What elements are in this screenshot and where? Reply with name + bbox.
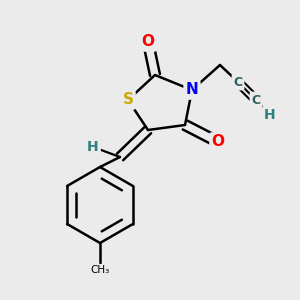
Text: N: N [186,82,198,98]
Text: C: C [233,76,243,88]
Text: O: O [212,134,224,149]
Text: C: C [251,94,261,106]
Text: O: O [142,34,154,50]
Text: S: S [122,92,134,107]
Text: H: H [264,108,276,122]
Text: CH₃: CH₃ [90,265,110,275]
Text: H: H [87,140,99,154]
